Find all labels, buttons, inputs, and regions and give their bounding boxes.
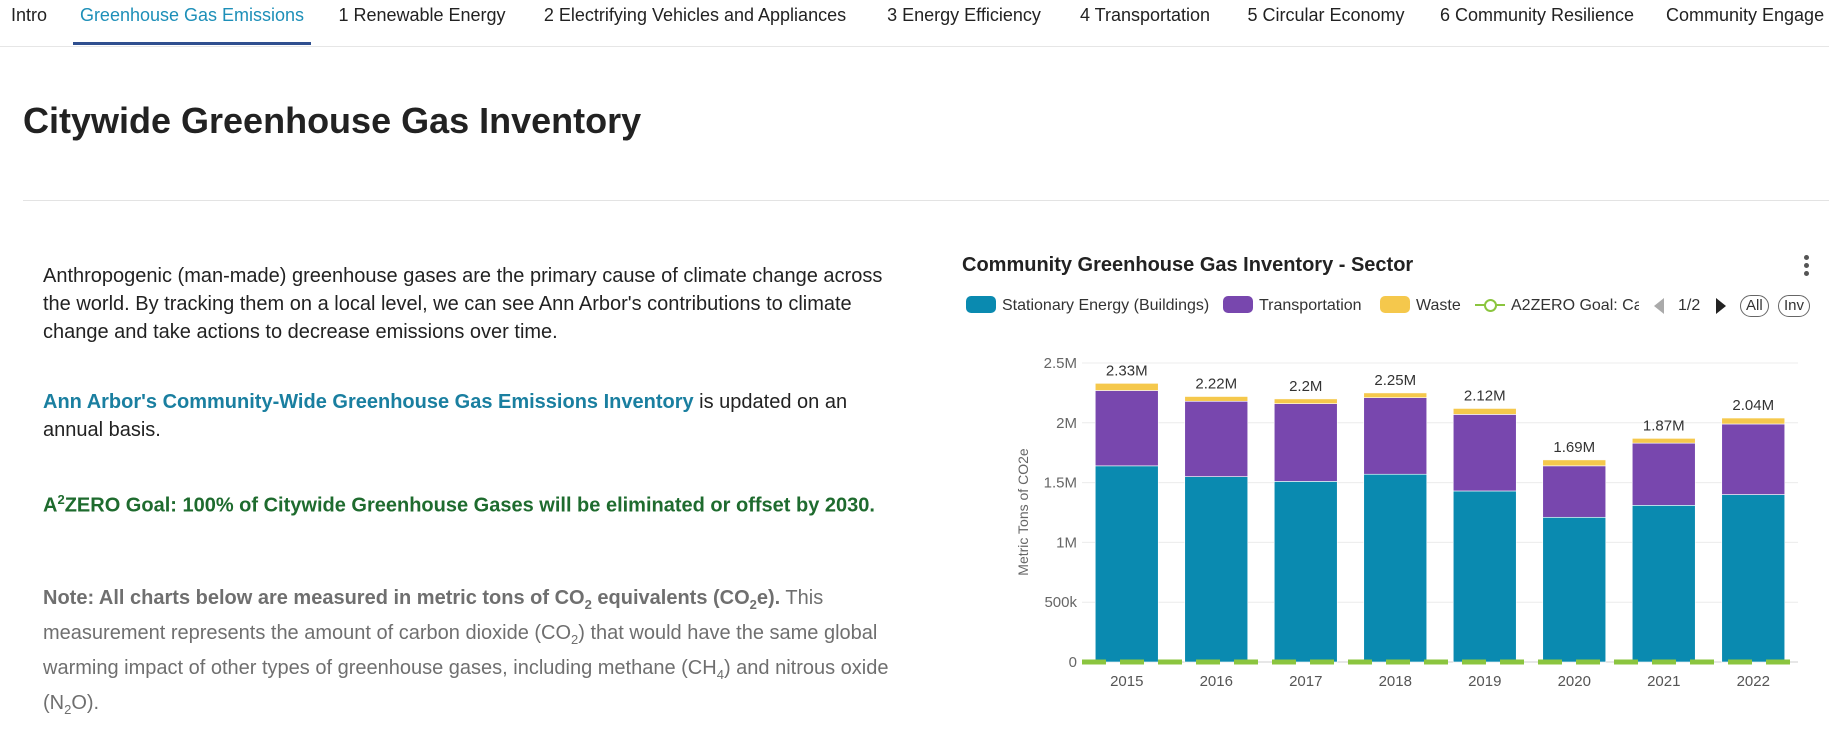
- bar-segment: [1542, 465, 1607, 518]
- goal-prefix: A: [43, 494, 58, 517]
- bar-segment: [1542, 459, 1607, 467]
- bar-total-label: 1.87M: [1643, 417, 1685, 434]
- bar-segment: [1363, 473, 1428, 663]
- y-tick-label: 1M: [1056, 534, 1077, 551]
- goal-text: ZERO Goal: 100% of Citywide Greenhouse G…: [64, 494, 875, 517]
- legend-item-waste[interactable]: Waste: [1380, 294, 1461, 318]
- bar-total-label: 2.04M: [1732, 397, 1774, 414]
- legend-prev-arrow-icon[interactable]: [1654, 298, 1664, 314]
- note-paragraph: Note: All charts below are measured in m…: [43, 587, 889, 717]
- legend-item-goal[interactable]: A2ZERO Goal: Car: [1475, 294, 1639, 318]
- inventory-link[interactable]: Ann Arbor's Community-Wide Greenhouse Ga…: [43, 391, 694, 413]
- chart-legend: Stationary Energy (Buildings) Transporta…: [966, 294, 1826, 318]
- bar-segment: [1094, 383, 1159, 391]
- legend-swatch-waste: [1380, 296, 1410, 313]
- bar-segment: [1273, 403, 1338, 482]
- tab-energy-efficiency[interactable]: 3 Energy Efficiency: [887, 5, 1041, 25]
- bar-segment: [1631, 505, 1696, 663]
- bar-segment: [1184, 400, 1249, 477]
- x-tick-label: 2022: [1737, 673, 1770, 690]
- bar-segment: [1631, 438, 1696, 444]
- x-tick-label: 2016: [1200, 673, 1233, 690]
- bar-segment: [1721, 423, 1786, 495]
- bar-segment: [1273, 398, 1338, 404]
- legend-next-arrow-icon[interactable]: [1716, 298, 1726, 314]
- x-tick-label: 2017: [1289, 673, 1322, 690]
- tab-greenhouse-gas-emissions[interactable]: Greenhouse Gas Emissions: [73, 0, 311, 45]
- y-tick-label: 500k: [1044, 594, 1077, 611]
- bar-segment: [1184, 396, 1249, 402]
- y-tick-label: 0: [1069, 654, 1077, 671]
- bar-segment: [1721, 494, 1786, 663]
- bar-segment: [1452, 490, 1517, 663]
- legend-swatch-transportation: [1223, 296, 1253, 313]
- bar-segment: [1273, 481, 1338, 663]
- x-tick-label: 2021: [1647, 673, 1680, 690]
- legend-label-waste: Waste: [1416, 297, 1461, 314]
- bar-segment: [1542, 516, 1607, 663]
- bar-total-label: 2.12M: [1464, 387, 1506, 404]
- x-tick-label: 2019: [1468, 673, 1501, 690]
- tab-community-resilience[interactable]: 6 Community Resilience: [1439, 5, 1635, 25]
- bar-segment: [1094, 390, 1159, 467]
- bar-segment: [1452, 414, 1517, 492]
- x-tick-label: 2018: [1379, 673, 1412, 690]
- legend-label-stationary: Stationary Energy (Buildings): [1002, 297, 1210, 314]
- tab-transportation[interactable]: 4 Transportation: [1079, 5, 1211, 25]
- legend-item-transportation[interactable]: Transportation: [1223, 294, 1362, 318]
- legend-all-button[interactable]: All: [1740, 295, 1769, 317]
- tab-circular-economy[interactable]: 5 Circular Economy: [1247, 5, 1405, 25]
- bar-total-label: 2.2M: [1289, 378, 1322, 395]
- page-title: Citywide Greenhouse Gas Inventory: [23, 100, 642, 141]
- legend-inv-button[interactable]: Inv: [1778, 295, 1811, 317]
- note-bold: Note: All charts below are measured in m…: [43, 587, 781, 612]
- tab-community-engagement[interactable]: Community Engage: [1666, 5, 1825, 25]
- legend-pager: 1/2: [1678, 297, 1701, 314]
- x-tick-label: 2020: [1558, 673, 1591, 690]
- y-axis-title: Metric Tons of CO2e: [1015, 448, 1031, 576]
- bar-segment: [1631, 442, 1696, 506]
- tab-intro[interactable]: Intro: [10, 5, 48, 25]
- goal-superscript: 2: [57, 492, 65, 507]
- chart-title: Community Greenhouse Gas Inventory - Sec…: [962, 254, 1414, 276]
- x-tick-label: 2015: [1110, 673, 1143, 690]
- goal-statement: A2ZERO Goal: 100% of Citywide Greenhouse…: [43, 486, 903, 520]
- bar-segment: [1452, 408, 1517, 415]
- bar-segment: [1363, 397, 1428, 475]
- inventory-paragraph: Ann Arbor's Community-Wide Greenhouse Ga…: [43, 388, 903, 444]
- legend-swatch-goal: [1475, 296, 1505, 313]
- legend-label-goal: A2ZERO Goal: Car: [1511, 297, 1639, 314]
- chart-menu-icon[interactable]: [1800, 255, 1812, 281]
- y-tick-label: 1.5M: [1044, 475, 1077, 492]
- bar-total-label: 2.25M: [1374, 372, 1416, 389]
- y-tick-label: 2.5M: [1044, 355, 1077, 372]
- bar-total-label: 2.33M: [1106, 362, 1148, 379]
- y-tick-label: 2M: [1056, 415, 1077, 432]
- legend-label-transportation: Transportation: [1259, 297, 1362, 314]
- bar-segment: [1184, 476, 1249, 663]
- legend-item-stationary[interactable]: Stationary Energy (Buildings): [966, 294, 1209, 318]
- bar-segment: [1094, 465, 1159, 663]
- bar-total-label: 2.22M: [1195, 375, 1237, 392]
- bar-segment: [1363, 392, 1428, 398]
- bar-segment: [1721, 417, 1786, 425]
- intro-paragraph: Anthropogenic (man-made) greenhouse gase…: [43, 265, 883, 343]
- tab-renewable-energy[interactable]: 1 Renewable Energy: [338, 5, 506, 25]
- divider: [23, 200, 1829, 201]
- tab-bar: Intro Greenhouse Gas Emissions 1 Renewab…: [0, 0, 1829, 47]
- bar-total-label: 1.69M: [1553, 439, 1595, 456]
- tab-electrifying-vehicles[interactable]: 2 Electrifying Vehicles and Appliances: [543, 5, 847, 25]
- inventory-paragraph-text: is updated on an annual basis.: [43, 391, 848, 441]
- legend-swatch-stationary: [966, 296, 996, 313]
